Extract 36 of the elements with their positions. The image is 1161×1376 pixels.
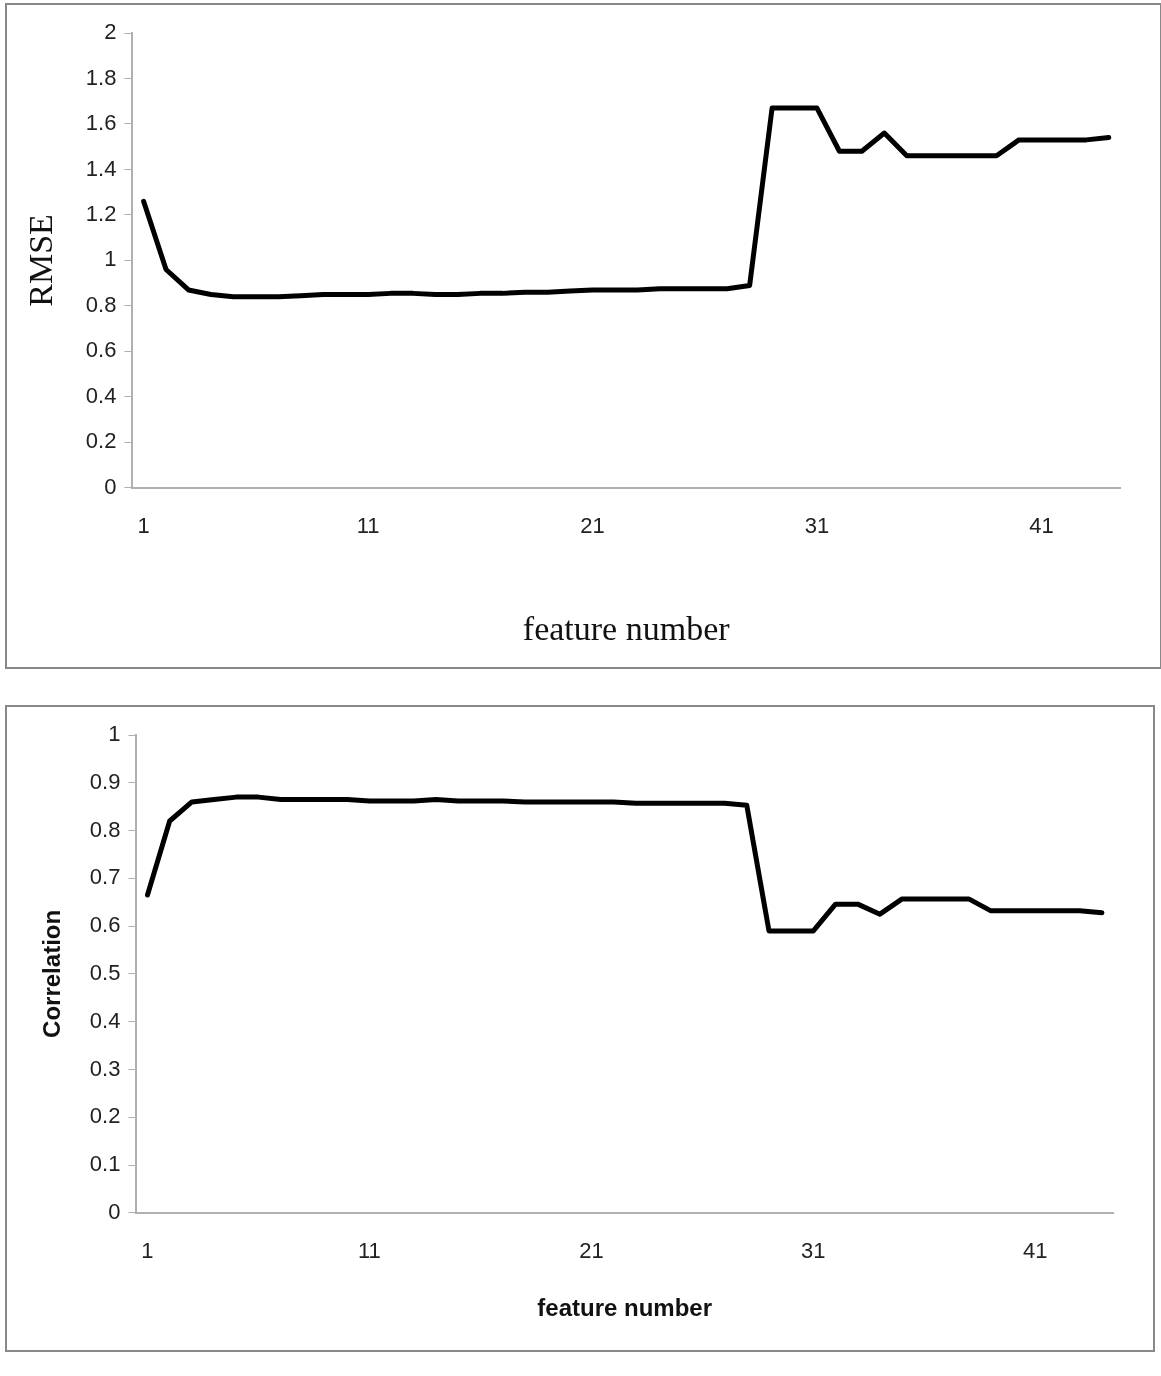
x-tick-label: 1	[137, 513, 150, 539]
y-tick-label: 1.2	[85, 200, 117, 226]
x-tick-label: 31	[801, 1238, 826, 1264]
y-tick-label: 0.5	[89, 959, 121, 985]
x-axis-title: feature number	[537, 1294, 713, 1322]
y-tick-label: 0	[108, 1198, 121, 1224]
x-tick-label: 11	[356, 513, 380, 539]
y-tick-label: 0.1	[89, 1151, 121, 1177]
y-tick-label: 0.7	[89, 864, 121, 890]
y-tick-label: 0.9	[89, 768, 121, 794]
y-tick-label: 0	[104, 473, 117, 499]
x-tick-label: 21	[580, 513, 605, 539]
y-tick-label: 0.6	[85, 337, 117, 363]
x-tick-label: 41	[1029, 513, 1054, 539]
y-tick-label: 1.6	[85, 110, 117, 136]
x-tick-label: 41	[1023, 1238, 1048, 1264]
y-tick-label: 0.3	[89, 1055, 121, 1081]
y-axis-title: Correlation	[38, 909, 66, 1038]
y-tick-label: 1.4	[85, 155, 117, 181]
y-tick-label: 0.8	[85, 291, 117, 317]
y-tick-label: 1.8	[85, 64, 117, 90]
y-tick-label: 0.2	[89, 1103, 121, 1129]
y-axis-title: RMSE	[22, 214, 60, 307]
y-tick-label: 0.4	[89, 1007, 121, 1033]
x-axis-title: feature number	[522, 609, 731, 647]
y-tick-label: 1	[108, 721, 121, 747]
y-tick-label: 1	[104, 246, 117, 272]
x-tick-label: 1	[141, 1238, 154, 1264]
y-tick-label: 0.6	[89, 912, 121, 938]
x-tick-label: 31	[804, 513, 830, 539]
y-tick-label: 0.4	[85, 382, 117, 408]
x-tick-label: 21	[579, 1238, 604, 1264]
y-tick-label: 0.2	[85, 428, 117, 454]
x-tick-label: 11	[358, 1238, 381, 1264]
y-tick-label: 2	[104, 19, 117, 45]
y-tick-label: 0.8	[89, 816, 121, 842]
